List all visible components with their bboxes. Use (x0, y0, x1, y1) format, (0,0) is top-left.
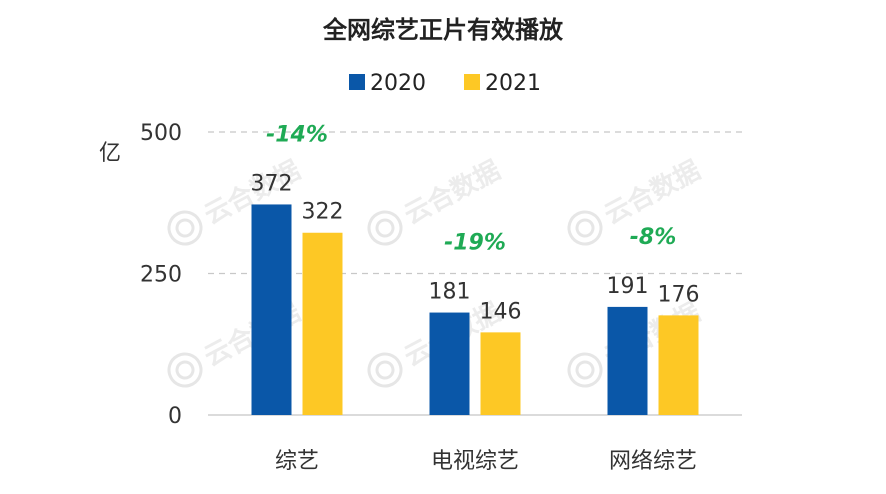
x-category-label: 综艺 (275, 449, 319, 474)
bar-2020-网络综艺 (607, 306, 648, 415)
bar-2021-电视综艺 (480, 332, 521, 415)
legend-swatch-2020 (349, 74, 365, 90)
legend-label-2021: 2021 (485, 71, 541, 96)
x-category-label: 电视综艺 (431, 449, 519, 474)
data-labels-layer: 372 322 -14% 181 146 -19% 191 176 -8% (251, 122, 700, 324)
change-percent-label: -19% (444, 231, 506, 256)
change-percent-label: -8% (630, 225, 676, 250)
x-axis-categories: 综艺 电视综艺 网络综艺 (275, 449, 697, 474)
data-label: 176 (658, 282, 700, 307)
data-label: 372 (251, 171, 293, 196)
svg-text:云合数据: 云合数据 (399, 155, 505, 231)
legend-swatch-2021 (464, 74, 480, 90)
y-tick-label: 500 (140, 121, 182, 146)
legend-label-2020: 2020 (370, 71, 426, 96)
data-label: 146 (480, 299, 522, 324)
change-percent-label: -14% (266, 122, 328, 147)
bar-2021-网络综艺 (658, 315, 699, 415)
svg-text:云合数据: 云合数据 (599, 155, 705, 231)
y-tick-label: 250 (140, 263, 182, 288)
y-axis-ticks: 0 250 500 (140, 121, 182, 429)
data-label: 322 (302, 200, 344, 225)
data-label: 181 (429, 280, 471, 305)
bar-2020-电视综艺 (429, 312, 470, 415)
y-tick-label: 0 (168, 404, 182, 429)
bars-layer (251, 204, 699, 415)
data-label: 191 (607, 274, 649, 299)
y-axis-unit-label: 亿 (99, 141, 121, 166)
legend: 2020 2021 (349, 71, 541, 96)
bar-2020-综艺 (251, 204, 292, 415)
chart-title: 全网综艺正片有效播放 (322, 16, 564, 44)
gridlines (208, 131, 742, 275)
x-category-label: 网络综艺 (609, 449, 697, 474)
bar-2021-综艺 (302, 232, 343, 415)
